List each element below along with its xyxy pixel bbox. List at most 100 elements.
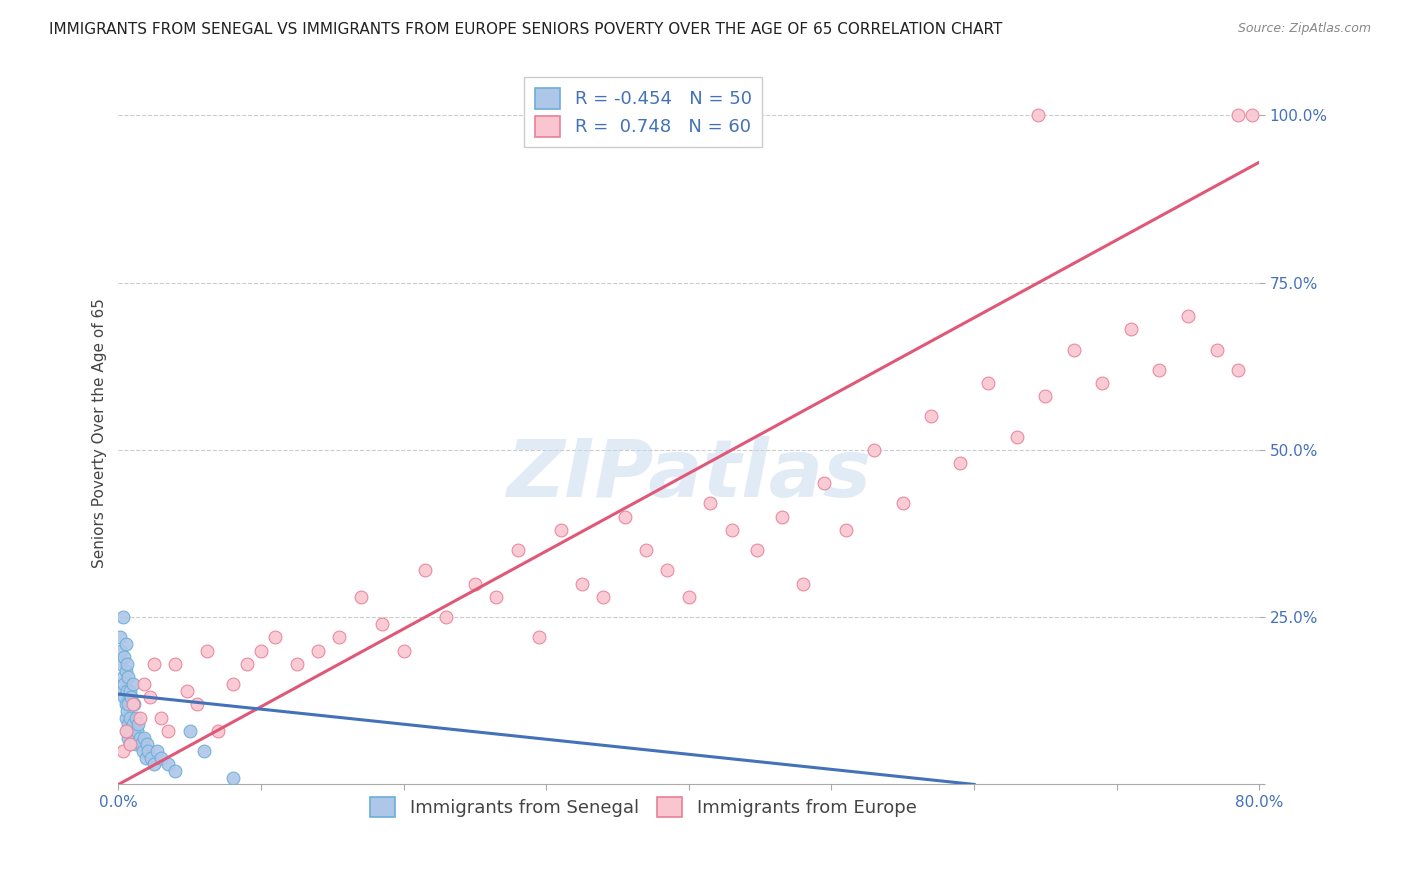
Point: [136, 737, 159, 751]
Point: [121, 697, 143, 711]
Point: [1119, 322, 1142, 336]
Point: [143, 757, 166, 772]
Point: [236, 657, 259, 671]
Point: [770, 509, 793, 524]
Point: [195, 643, 218, 657]
Point: [193, 744, 215, 758]
Point: [128, 710, 150, 724]
Point: [186, 697, 208, 711]
Point: [114, 664, 136, 678]
Point: [636, 543, 658, 558]
Point: [371, 616, 394, 631]
Point: [835, 523, 858, 537]
Point: [720, 523, 742, 537]
Point: [117, 731, 139, 745]
Point: [307, 643, 329, 657]
Point: [110, 643, 132, 657]
Point: [127, 717, 149, 731]
Point: [124, 737, 146, 751]
Point: [111, 683, 134, 698]
Point: [117, 670, 139, 684]
Point: [117, 697, 139, 711]
Point: [285, 657, 308, 671]
Point: [221, 771, 243, 785]
Point: [1241, 108, 1264, 122]
Point: [112, 677, 135, 691]
Point: [571, 576, 593, 591]
Point: [121, 717, 143, 731]
Point: [114, 723, 136, 738]
Point: [1149, 362, 1171, 376]
Point: [111, 610, 134, 624]
Point: [550, 523, 572, 537]
Point: [114, 710, 136, 724]
Point: [592, 590, 614, 604]
Point: [150, 750, 173, 764]
Point: [118, 737, 141, 751]
Point: [112, 650, 135, 665]
Point: [138, 744, 160, 758]
Point: [1226, 108, 1249, 122]
Point: [920, 409, 942, 424]
Point: [350, 590, 373, 604]
Point: [115, 704, 138, 718]
Point: [1091, 376, 1114, 390]
Point: [139, 690, 162, 705]
Point: [115, 683, 138, 698]
Point: [125, 723, 148, 738]
Point: [891, 496, 914, 510]
Point: [949, 456, 972, 470]
Point: [613, 509, 636, 524]
Point: [1026, 108, 1049, 122]
Point: [436, 610, 458, 624]
Point: [118, 710, 141, 724]
Point: [122, 731, 145, 745]
Point: [176, 683, 198, 698]
Point: [111, 744, 134, 758]
Point: [506, 543, 529, 558]
Point: [813, 476, 835, 491]
Point: [118, 683, 141, 698]
Point: [146, 744, 169, 758]
Point: [120, 690, 142, 705]
Point: [1035, 389, 1057, 403]
Point: [132, 677, 155, 691]
Point: [1205, 343, 1227, 357]
Point: [1177, 309, 1199, 323]
Point: [115, 657, 138, 671]
Point: [1005, 429, 1028, 443]
Point: [120, 723, 142, 738]
Point: [114, 697, 136, 711]
Text: Source: ZipAtlas.com: Source: ZipAtlas.com: [1237, 22, 1371, 36]
Point: [264, 630, 287, 644]
Point: [122, 697, 145, 711]
Point: [165, 657, 187, 671]
Point: [792, 576, 814, 591]
Point: [157, 723, 180, 738]
Point: [118, 737, 141, 751]
Point: [1063, 343, 1085, 357]
Point: [328, 630, 350, 644]
Point: [129, 737, 152, 751]
Point: [135, 750, 157, 764]
Point: [464, 576, 486, 591]
Point: [117, 717, 139, 731]
Point: [863, 442, 886, 457]
Point: [165, 764, 187, 778]
Point: [678, 590, 700, 604]
Point: [110, 657, 132, 671]
Point: [150, 710, 173, 724]
Point: [657, 563, 679, 577]
Point: [141, 750, 163, 764]
Point: [121, 677, 143, 691]
Text: IMMIGRANTS FROM SENEGAL VS IMMIGRANTS FROM EUROPE SENIORS POVERTY OVER THE AGE O: IMMIGRANTS FROM SENEGAL VS IMMIGRANTS FR…: [49, 22, 1002, 37]
Point: [392, 643, 415, 657]
Point: [143, 657, 166, 671]
Point: [747, 543, 769, 558]
Point: [485, 590, 508, 604]
Point: [111, 670, 134, 684]
Point: [132, 731, 155, 745]
Y-axis label: Seniors Poverty Over the Age of 65: Seniors Poverty Over the Age of 65: [93, 298, 107, 568]
Legend: Immigrants from Senegal, Immigrants from Europe: Immigrants from Senegal, Immigrants from…: [363, 789, 924, 824]
Point: [527, 630, 550, 644]
